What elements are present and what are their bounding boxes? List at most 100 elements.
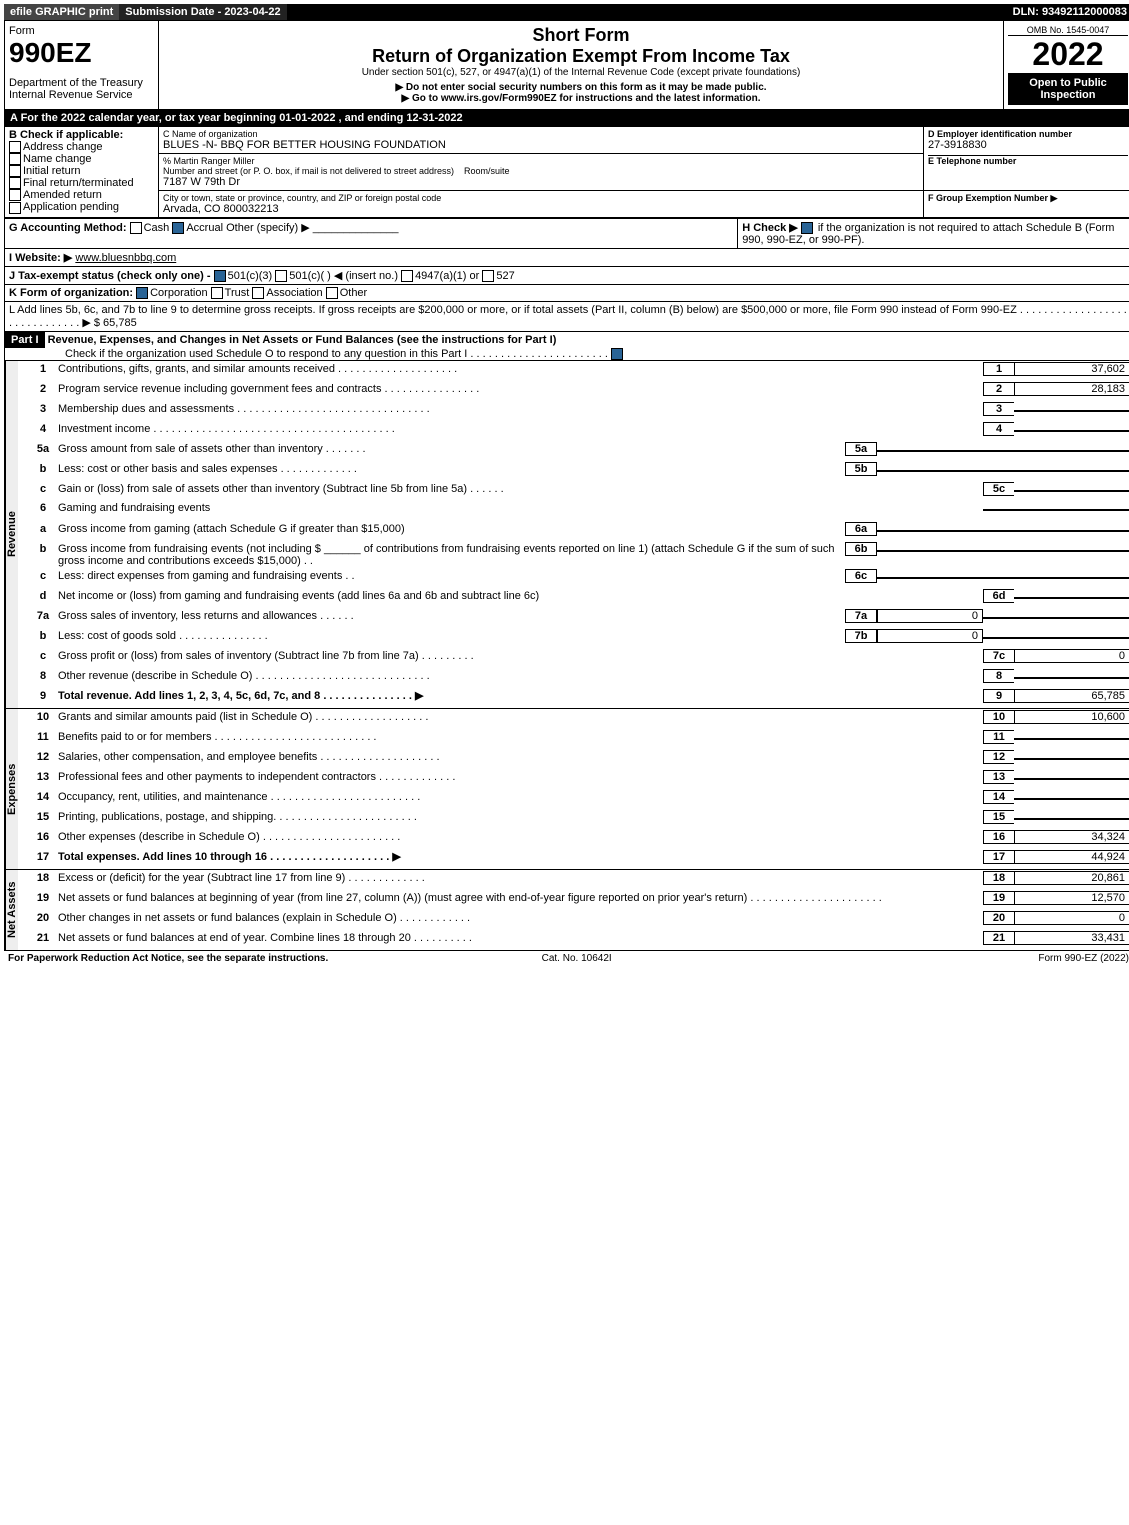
amended-return-checkbox[interactable] xyxy=(9,189,21,201)
527-checkbox[interactable] xyxy=(482,270,494,282)
line-21-box: 21 xyxy=(983,931,1014,945)
line-9-box: 9 xyxy=(983,689,1014,703)
line-3-box: 3 xyxy=(983,402,1014,416)
line-4-box: 4 xyxy=(983,422,1014,436)
accrual-label: Accrual xyxy=(186,222,223,234)
app-pending-checkbox[interactable] xyxy=(9,202,21,214)
initial-return-checkbox[interactable] xyxy=(9,165,21,177)
line-21-num: 21 xyxy=(18,932,58,944)
line-5c-val xyxy=(1014,490,1129,492)
line-7b-desc: Less: cost of goods sold . . . . . . . .… xyxy=(58,630,841,642)
line-10-desc: Grants and similar amounts paid (list in… xyxy=(58,711,983,723)
line-17-val: 44,924 xyxy=(1014,850,1129,864)
line-19-box: 19 xyxy=(983,891,1014,905)
line-16-desc: Other expenses (describe in Schedule O) … xyxy=(58,831,983,843)
line-11-num: 11 xyxy=(18,731,58,743)
expenses-label: Expenses xyxy=(5,709,18,869)
line-18-box: 18 xyxy=(983,871,1014,885)
line-18-desc: Excess or (deficit) for the year (Subtra… xyxy=(58,872,983,884)
line-10-val: 10,600 xyxy=(1014,710,1129,724)
4947-checkbox[interactable] xyxy=(401,270,413,282)
line-16-num: 16 xyxy=(18,831,58,843)
part1-check-o: Check if the organization used Schedule … xyxy=(5,348,608,360)
501c3-checkbox[interactable] xyxy=(214,270,226,282)
line-2-val: 28,183 xyxy=(1014,382,1129,396)
527-label: 527 xyxy=(496,270,514,282)
schedule-b-checkbox[interactable] xyxy=(801,222,813,234)
final-return-label: Final return/terminated xyxy=(23,177,134,189)
section-h-text: if the organization is not required to a… xyxy=(742,222,1114,246)
footer-formnum: Form 990-EZ (2022) xyxy=(1038,953,1129,964)
line-19-num: 19 xyxy=(18,892,58,904)
efile-label[interactable]: efile GRAPHIC print xyxy=(4,4,119,20)
line-6b-val-shade xyxy=(1014,550,1129,552)
line-6d-num: d xyxy=(18,590,58,602)
omb-number: OMB No. 1545-0047 xyxy=(1008,25,1128,36)
corp-checkbox[interactable] xyxy=(136,287,148,299)
line-21-val: 33,431 xyxy=(1014,931,1129,945)
line-6c-num: c xyxy=(18,570,58,582)
corp-label: Corporation xyxy=(150,287,207,299)
assoc-checkbox[interactable] xyxy=(252,287,264,299)
line-14-num: 14 xyxy=(18,791,58,803)
line-7b-val-shade xyxy=(1014,637,1129,639)
section-d-label: D Employer identification number xyxy=(928,129,1128,139)
other-org-checkbox[interactable] xyxy=(326,287,338,299)
line-14-desc: Occupancy, rent, utilities, and maintena… xyxy=(58,791,983,803)
name-change-checkbox[interactable] xyxy=(9,153,21,165)
line-11-val xyxy=(1014,738,1129,740)
line-13-box: 13 xyxy=(983,770,1014,784)
website-value[interactable]: www.bluesnbbq.com xyxy=(75,252,176,264)
line-12-box: 12 xyxy=(983,750,1014,764)
addr-change-checkbox[interactable] xyxy=(9,141,21,153)
line-5a-subbox: 5a xyxy=(845,442,877,456)
org-name: BLUES -N- BBQ FOR BETTER HOUSING FOUNDAT… xyxy=(163,139,919,151)
submission-date: Submission Date - 2023-04-22 xyxy=(119,4,286,20)
footer-catno: Cat. No. 10642I xyxy=(542,953,612,964)
schedule-o-checkbox[interactable] xyxy=(611,348,623,360)
section-a: A For the 2022 calendar year, or tax yea… xyxy=(4,110,1129,126)
line-20-val: 0 xyxy=(1014,911,1129,925)
line-6a-subval xyxy=(877,530,983,532)
expenses-section: Expenses 10Grants and similar amounts pa… xyxy=(4,709,1129,870)
final-return-checkbox[interactable] xyxy=(9,177,21,189)
line-15-num: 15 xyxy=(18,811,58,823)
cash-label: Cash xyxy=(144,222,170,234)
street-value: 7187 W 79th Dr xyxy=(163,176,919,188)
cash-checkbox[interactable] xyxy=(130,222,142,234)
line-6a-num: a xyxy=(18,523,58,535)
line-7a-box-shade xyxy=(983,617,1014,619)
line-21-desc: Net assets or fund balances at end of ye… xyxy=(58,932,983,944)
footer-paperwork: For Paperwork Reduction Act Notice, see … xyxy=(8,953,328,964)
line-13-num: 13 xyxy=(18,771,58,783)
line-10-num: 10 xyxy=(18,711,58,723)
trust-checkbox[interactable] xyxy=(211,287,223,299)
line-9-num: 9 xyxy=(18,690,58,702)
return-title: Return of Organization Exempt From Incom… xyxy=(163,46,999,67)
city-label: City or town, state or province, country… xyxy=(163,193,919,203)
other-org-label: Other xyxy=(340,287,368,299)
line-7c-desc: Gross profit or (loss) from sales of inv… xyxy=(58,650,983,662)
accrual-checkbox[interactable] xyxy=(172,222,184,234)
assoc-label: Association xyxy=(266,287,322,299)
city-value: Arvada, CO 800032213 xyxy=(163,203,919,215)
section-l-text: L Add lines 5b, 6c, and 7b to line 9 to … xyxy=(9,304,1127,329)
gross-receipts-value: 65,785 xyxy=(103,317,137,329)
line-17-desc: Total expenses. Add lines 10 through 16 … xyxy=(58,850,983,863)
501c-checkbox[interactable] xyxy=(275,270,287,282)
line-17-box: 17 xyxy=(983,850,1014,864)
form-header: Form 990EZ Department of the Treasury In… xyxy=(4,20,1129,110)
line-6b-subval xyxy=(877,550,983,552)
line-5a-box-shade xyxy=(983,450,1014,452)
line-12-desc: Salaries, other compensation, and employ… xyxy=(58,751,983,763)
line-8-box: 8 xyxy=(983,669,1014,683)
line-5b-subval xyxy=(877,470,983,472)
section-g-label: G Accounting Method: xyxy=(9,222,127,234)
form-number: 990EZ xyxy=(9,37,154,69)
line-12-num: 12 xyxy=(18,751,58,763)
line-12-val xyxy=(1014,758,1129,760)
open-to-public: Open to Public Inspection xyxy=(1008,73,1128,105)
goto-link[interactable]: ▶ Go to www.irs.gov/Form990EZ for instru… xyxy=(163,93,999,104)
line-15-val xyxy=(1014,818,1129,820)
line-1-num: 1 xyxy=(18,363,58,375)
